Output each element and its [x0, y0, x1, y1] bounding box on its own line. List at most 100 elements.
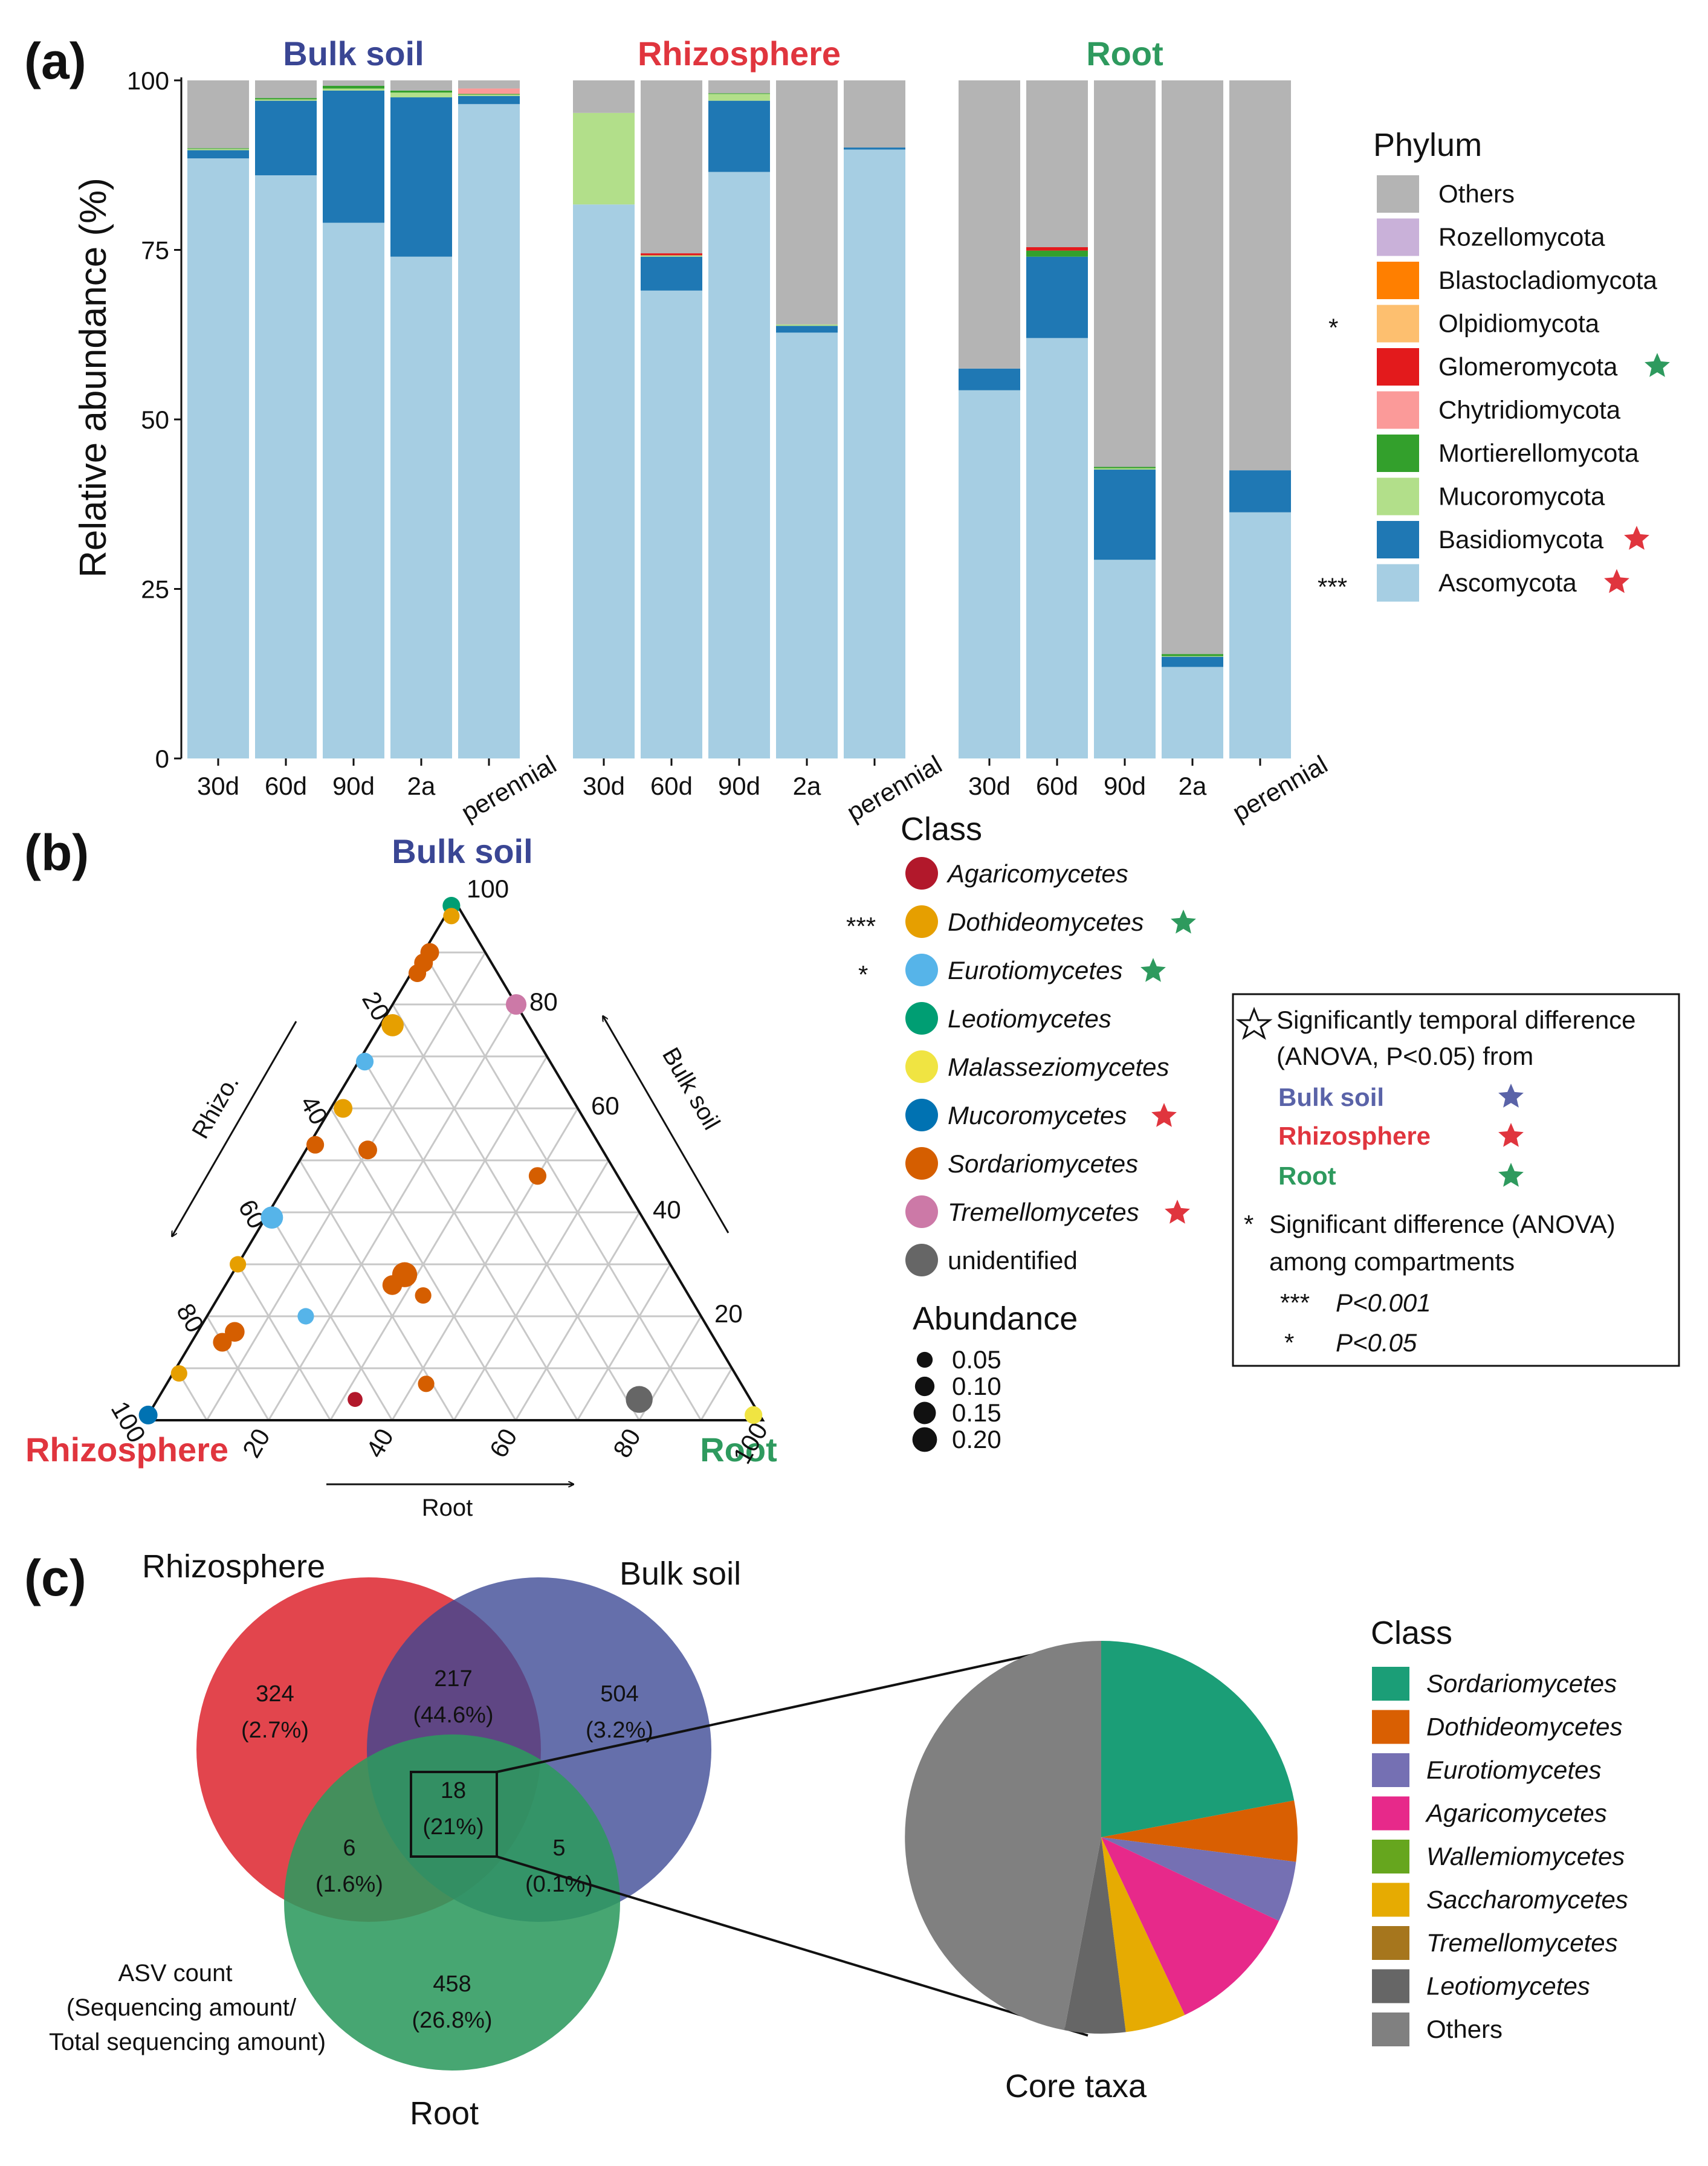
ternary-point [408, 964, 427, 983]
class-legend: Class Agaricomycetes Dothideomycetes *** Eu… [846, 811, 1196, 1276]
rhizo-axis-arrow [172, 1021, 297, 1236]
ternary-point [170, 1365, 187, 1382]
phylum-legend-title: Phylum [1373, 127, 1482, 163]
ternary-tick-rhizo: 80 [171, 1299, 210, 1337]
bar-segment [1026, 247, 1088, 251]
phylum-label: Others [1438, 179, 1515, 208]
x-tick-label: 30d [583, 772, 625, 800]
abundance-label: 0.05 [952, 1345, 1001, 1374]
x-tick-label: perennial [456, 750, 561, 827]
bulk-star-icon [1498, 1084, 1524, 1108]
class-label: Saccharomycetes [1426, 1886, 1628, 1914]
bar-segment [1094, 470, 1156, 560]
bar-segment [1094, 80, 1156, 467]
legend-box-p1-text: P<0.001 [1336, 1288, 1431, 1317]
vertex-label-rhizosphere: Rhizosphere [25, 1431, 228, 1469]
ternary-tick-bulk: 60 [591, 1091, 619, 1120]
ternary-tick-bulk: 20 [714, 1299, 743, 1328]
venn-region-percent: (26.8%) [412, 2008, 492, 2033]
ternary-tick-rhizo: 40 [295, 1091, 334, 1130]
bar-segment [1162, 656, 1223, 657]
legend-box-line2: (ANOVA, P<0.05) from [1276, 1042, 1533, 1070]
phylum-label: Olpidiomycota [1438, 309, 1600, 338]
abundance-dot [913, 1401, 936, 1424]
ternary-point [443, 908, 460, 925]
panel-b-label: (b) [24, 824, 89, 881]
phylum-swatch [1377, 477, 1419, 516]
root-star-icon [1498, 1163, 1524, 1187]
class-swatch [1372, 2012, 1409, 2046]
pie-slice [1101, 1837, 1279, 2016]
legend-box-line3: Significant difference (ANOVA) [1269, 1210, 1616, 1238]
class-dot [905, 1147, 938, 1180]
bar-segment [641, 255, 702, 257]
ternary-point [415, 1287, 432, 1304]
class-swatch [1372, 1667, 1409, 1701]
core-class-legend-title: Class [1371, 1615, 1452, 1651]
bar-segment [187, 148, 249, 149]
pie-slice [905, 1641, 1101, 2031]
ternary-tick-bulk: 100 [467, 874, 509, 903]
pie-slice [1101, 1800, 1298, 1862]
bar-segment [641, 256, 702, 291]
bar-segment [573, 80, 635, 113]
star-icon [1151, 1103, 1177, 1127]
ternary-tick-root: 80 [607, 1424, 646, 1463]
phylum-swatch [1377, 175, 1419, 213]
class-swatch [1372, 1883, 1409, 1917]
ternary-tick-bulk: 80 [529, 988, 558, 1016]
bar-segment [1229, 512, 1291, 758]
significance-legend-box: Significantly temporal difference (ANOVA… [1232, 993, 1680, 1367]
x-tick-label: perennial [1228, 750, 1332, 827]
legend-box-rhizo: Rhizosphere [1278, 1122, 1431, 1150]
class-label: Agaricomycetes [1425, 1799, 1607, 1828]
root-axis-title: Root [422, 1495, 473, 1521]
bar-segment [776, 332, 838, 758]
venn-region-count: 18 [441, 1778, 466, 1803]
core-taxa-box [410, 1771, 498, 1858]
phylum-label: Blastocladiomycota [1438, 266, 1657, 294]
ternary-tick-root: 60 [484, 1424, 523, 1463]
zoom-line-bottom [496, 1855, 1089, 2037]
class-label: Tremellomycetes [948, 1198, 1139, 1226]
phylum-label: Mucoromycota [1438, 482, 1605, 511]
facet-title: Bulk soil [283, 34, 424, 73]
vertex-label-root: Root [700, 1431, 777, 1469]
ternary-point [213, 1333, 232, 1352]
x-tick-label: 30d [197, 772, 239, 800]
bar-segment [187, 149, 249, 150]
ternary-point [348, 1392, 363, 1407]
phylum-swatch [1377, 348, 1419, 386]
class-label: Others [1426, 2015, 1503, 2043]
bar-segment [1094, 560, 1156, 758]
star-icon [1624, 526, 1649, 550]
bar-segment [458, 95, 520, 105]
class-dot [905, 954, 938, 986]
ternary-gridline [206, 1316, 270, 1421]
legend-box-p2-text: P<0.05 [1336, 1328, 1417, 1357]
abundance-label: 0.10 [952, 1372, 1001, 1400]
bar-segment [255, 175, 317, 759]
ternary-gridline [329, 1056, 548, 1421]
bar-segment [187, 158, 249, 758]
pie-title: Core taxa [1005, 2068, 1147, 2104]
bulk-axis-arrow [603, 1017, 729, 1233]
venn-region-percent: (3.2%) [586, 1718, 653, 1743]
class-dot [905, 857, 938, 890]
legend-box-frame [1232, 993, 1680, 1367]
bar-segment [1094, 467, 1156, 468]
class-swatch [1372, 1753, 1409, 1787]
venn-diagram: Rhizosphere Bulk soil Root 324 (2.7%) 217 (… [49, 1548, 1089, 2132]
bar-segment [255, 98, 317, 100]
abundance-label: 0.15 [952, 1398, 1001, 1427]
venn-region-count: 324 [256, 1681, 294, 1707]
pie-slice [1101, 1837, 1185, 2032]
star-icon [1645, 353, 1670, 377]
pie-slice [1101, 1641, 1295, 1837]
phylum-label: Glomeromycota [1438, 352, 1618, 381]
ternary-point [355, 1052, 374, 1071]
bar-segment [573, 204, 635, 758]
bar-segment [390, 90, 452, 93]
ternary-point [381, 1013, 404, 1036]
x-tick-label: 2a [793, 772, 821, 800]
